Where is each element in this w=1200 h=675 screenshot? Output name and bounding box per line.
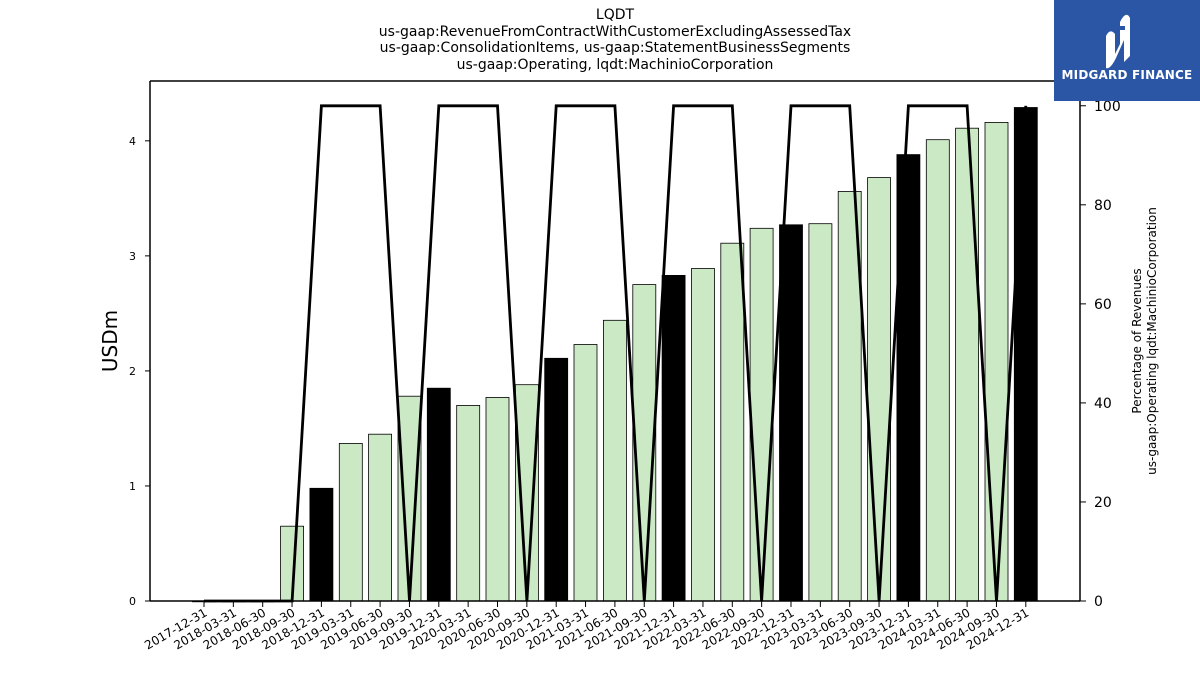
y-right-tick-label: 60 [1094,297,1112,313]
y-right-tick-label: 100 [1094,99,1121,115]
y-right-tick-label: 80 [1094,198,1112,214]
y-right-tick-label: 0 [1094,594,1103,610]
chart-title-line-2: us-gaap:RevenueFromContractWithCustomerE… [378,24,852,40]
bar-2018-12-31 [309,487,334,602]
percentage-line-series [204,104,1028,603]
chart-title-line-4: us-gaap:Operating, lqdt:MachinioCorporat… [456,57,774,73]
bar-2019-06-30 [368,433,393,602]
bar-2024-09-30 [984,122,1009,602]
y-right-tick-label: 40 [1094,396,1112,412]
bar-2021-12-31 [661,274,686,602]
y-tick-label: 3 [129,250,136,263]
bar-2019-03-31 [338,442,363,602]
y-right-tick-label: 20 [1094,495,1112,511]
percentage-line [204,104,1028,603]
y-axis-label: USDm [98,310,122,372]
bar-2024-06-30 [955,127,979,602]
bar-2020-09-30 [515,384,539,602]
y-right-axis-label-line-2: us-gaap:Operating lqdt:MachinioCorporati… [1145,207,1159,475]
bar-2022-03-31 [691,268,715,602]
logo-text: MIDGARD FINANCE [1061,68,1193,82]
bar-2020-06-30 [485,396,510,602]
bar-2023-09-30 [867,177,891,602]
bar-2019-09-30 [397,395,422,602]
chart-title-line-3: us-gaap:ConsolidationItems, us-gaap:Stat… [379,40,851,56]
bar-2023-03-31 [808,223,833,602]
bar-2022-12-31 [779,224,803,602]
logo-mark-icon [1106,14,1130,69]
bar-series [192,107,1038,603]
bar-2021-03-31 [573,344,598,602]
bar-2020-03-31 [456,404,481,602]
y-right-axis-label-line-1: Percentage of Revenues [1130,268,1144,413]
bar-2019-12-31 [426,387,451,602]
bar-2022-06-30 [720,242,745,602]
y-tick-label: 2 [129,365,136,378]
bar-2021-06-30 [603,319,627,602]
chart-title-line-1: LQDT [595,7,635,23]
y-tick-label: 4 [129,135,136,148]
y-tick-label: 0 [129,595,136,608]
bar-2024-03-31 [925,139,950,602]
midgard-finance-logo: MIDGARD FINANCE [1054,0,1200,101]
bar-2022-09-30 [749,227,774,602]
bar-2020-12-31 [544,357,569,602]
y-tick-label: 1 [129,480,136,493]
bar-2024-12-31 [1013,107,1038,602]
